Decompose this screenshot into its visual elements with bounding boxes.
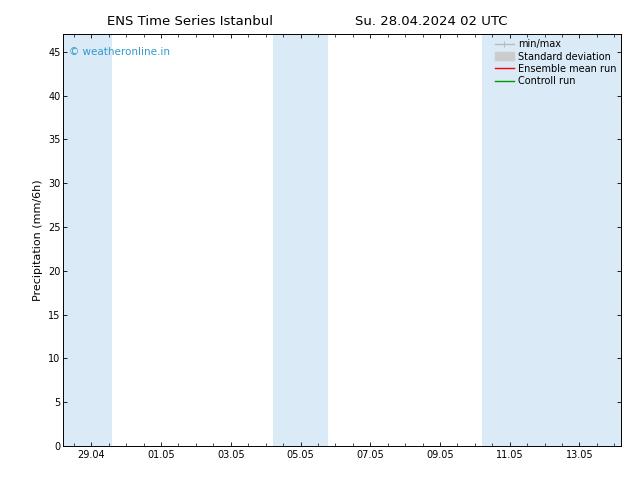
Legend: min/max, Standard deviation, Ensemble mean run, Controll run: min/max, Standard deviation, Ensemble me… [492, 36, 619, 89]
Text: Su. 28.04.2024 02 UTC: Su. 28.04.2024 02 UTC [355, 15, 507, 28]
Text: © weatheronline.in: © weatheronline.in [69, 47, 170, 57]
Text: ENS Time Series Istanbul: ENS Time Series Istanbul [107, 15, 273, 28]
Bar [482, 34, 621, 446]
Bar [273, 34, 328, 446]
Bar [63, 34, 112, 446]
Y-axis label: Precipitation (mm/6h): Precipitation (mm/6h) [32, 179, 42, 301]
